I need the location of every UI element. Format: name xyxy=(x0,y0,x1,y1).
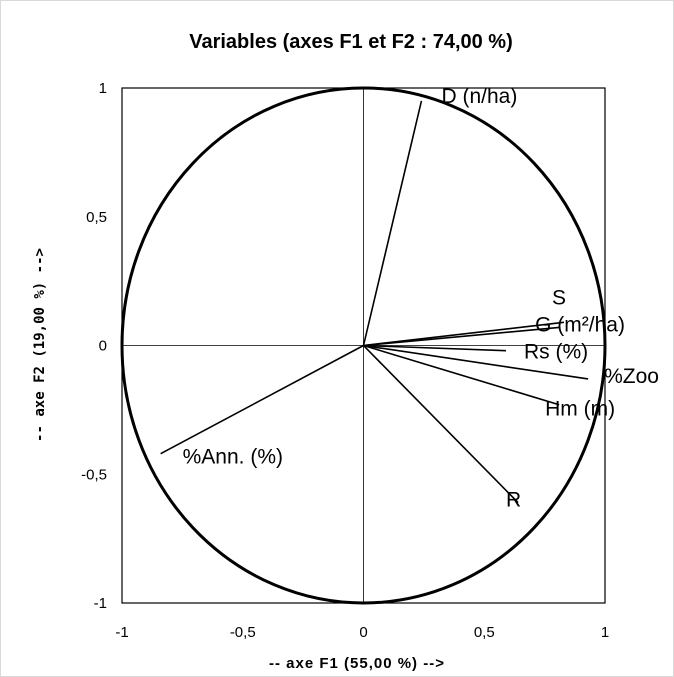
variable-vectors: D (n/ha) S G (m²/ha) Rs (%) %Zoo Hm (m) R %Ann.… xyxy=(160,85,659,512)
x-tick-label: 0 xyxy=(359,624,367,641)
y-tick-label: 0 xyxy=(99,338,107,355)
x-tick-label: -0,5 xyxy=(230,624,256,641)
x-axis-label: -- axe F1 (55,00 %) --> xyxy=(269,655,445,672)
variable-label: %Zoo xyxy=(604,365,659,388)
y-axis-label: -- axe F2 (19,00 %) --> xyxy=(32,248,48,442)
variable-label: Rs (%) xyxy=(524,341,588,364)
x-tick-label: -1 xyxy=(115,624,128,641)
x-tick-label: 0,5 xyxy=(474,624,495,641)
variable-vector xyxy=(160,344,364,455)
x-tick-label: 1 xyxy=(601,624,609,641)
variable-label: G (m²/ha) xyxy=(535,313,625,336)
variable-vector xyxy=(363,326,560,347)
variable-vector xyxy=(363,344,589,380)
x-tick-labels: -1 -0,5 0 0,5 1 xyxy=(115,624,609,641)
variable-vector xyxy=(362,100,423,346)
y-tick-label: -1 xyxy=(94,595,107,612)
variable-label: D (n/ha) xyxy=(441,85,517,108)
variable-label: R xyxy=(506,489,521,512)
y-tick-label: 1 xyxy=(99,80,107,97)
variable-vector xyxy=(363,344,507,352)
variable-label: Hm (m) xyxy=(545,398,615,421)
y-tick-label: 0,5 xyxy=(86,209,107,226)
y-tick-label: -0,5 xyxy=(81,466,107,483)
variable-label: S xyxy=(552,286,566,309)
y-tick-labels: 1 0,5 0 -0,5 -1 xyxy=(81,80,107,612)
variable-vector xyxy=(363,344,560,406)
variable-label: %Ann. (%) xyxy=(183,446,283,469)
variable-vector xyxy=(362,344,519,504)
chart-title: Variables (axes F1 et F2 : 74,00 %) xyxy=(189,31,513,53)
correlation-circle xyxy=(120,86,607,605)
